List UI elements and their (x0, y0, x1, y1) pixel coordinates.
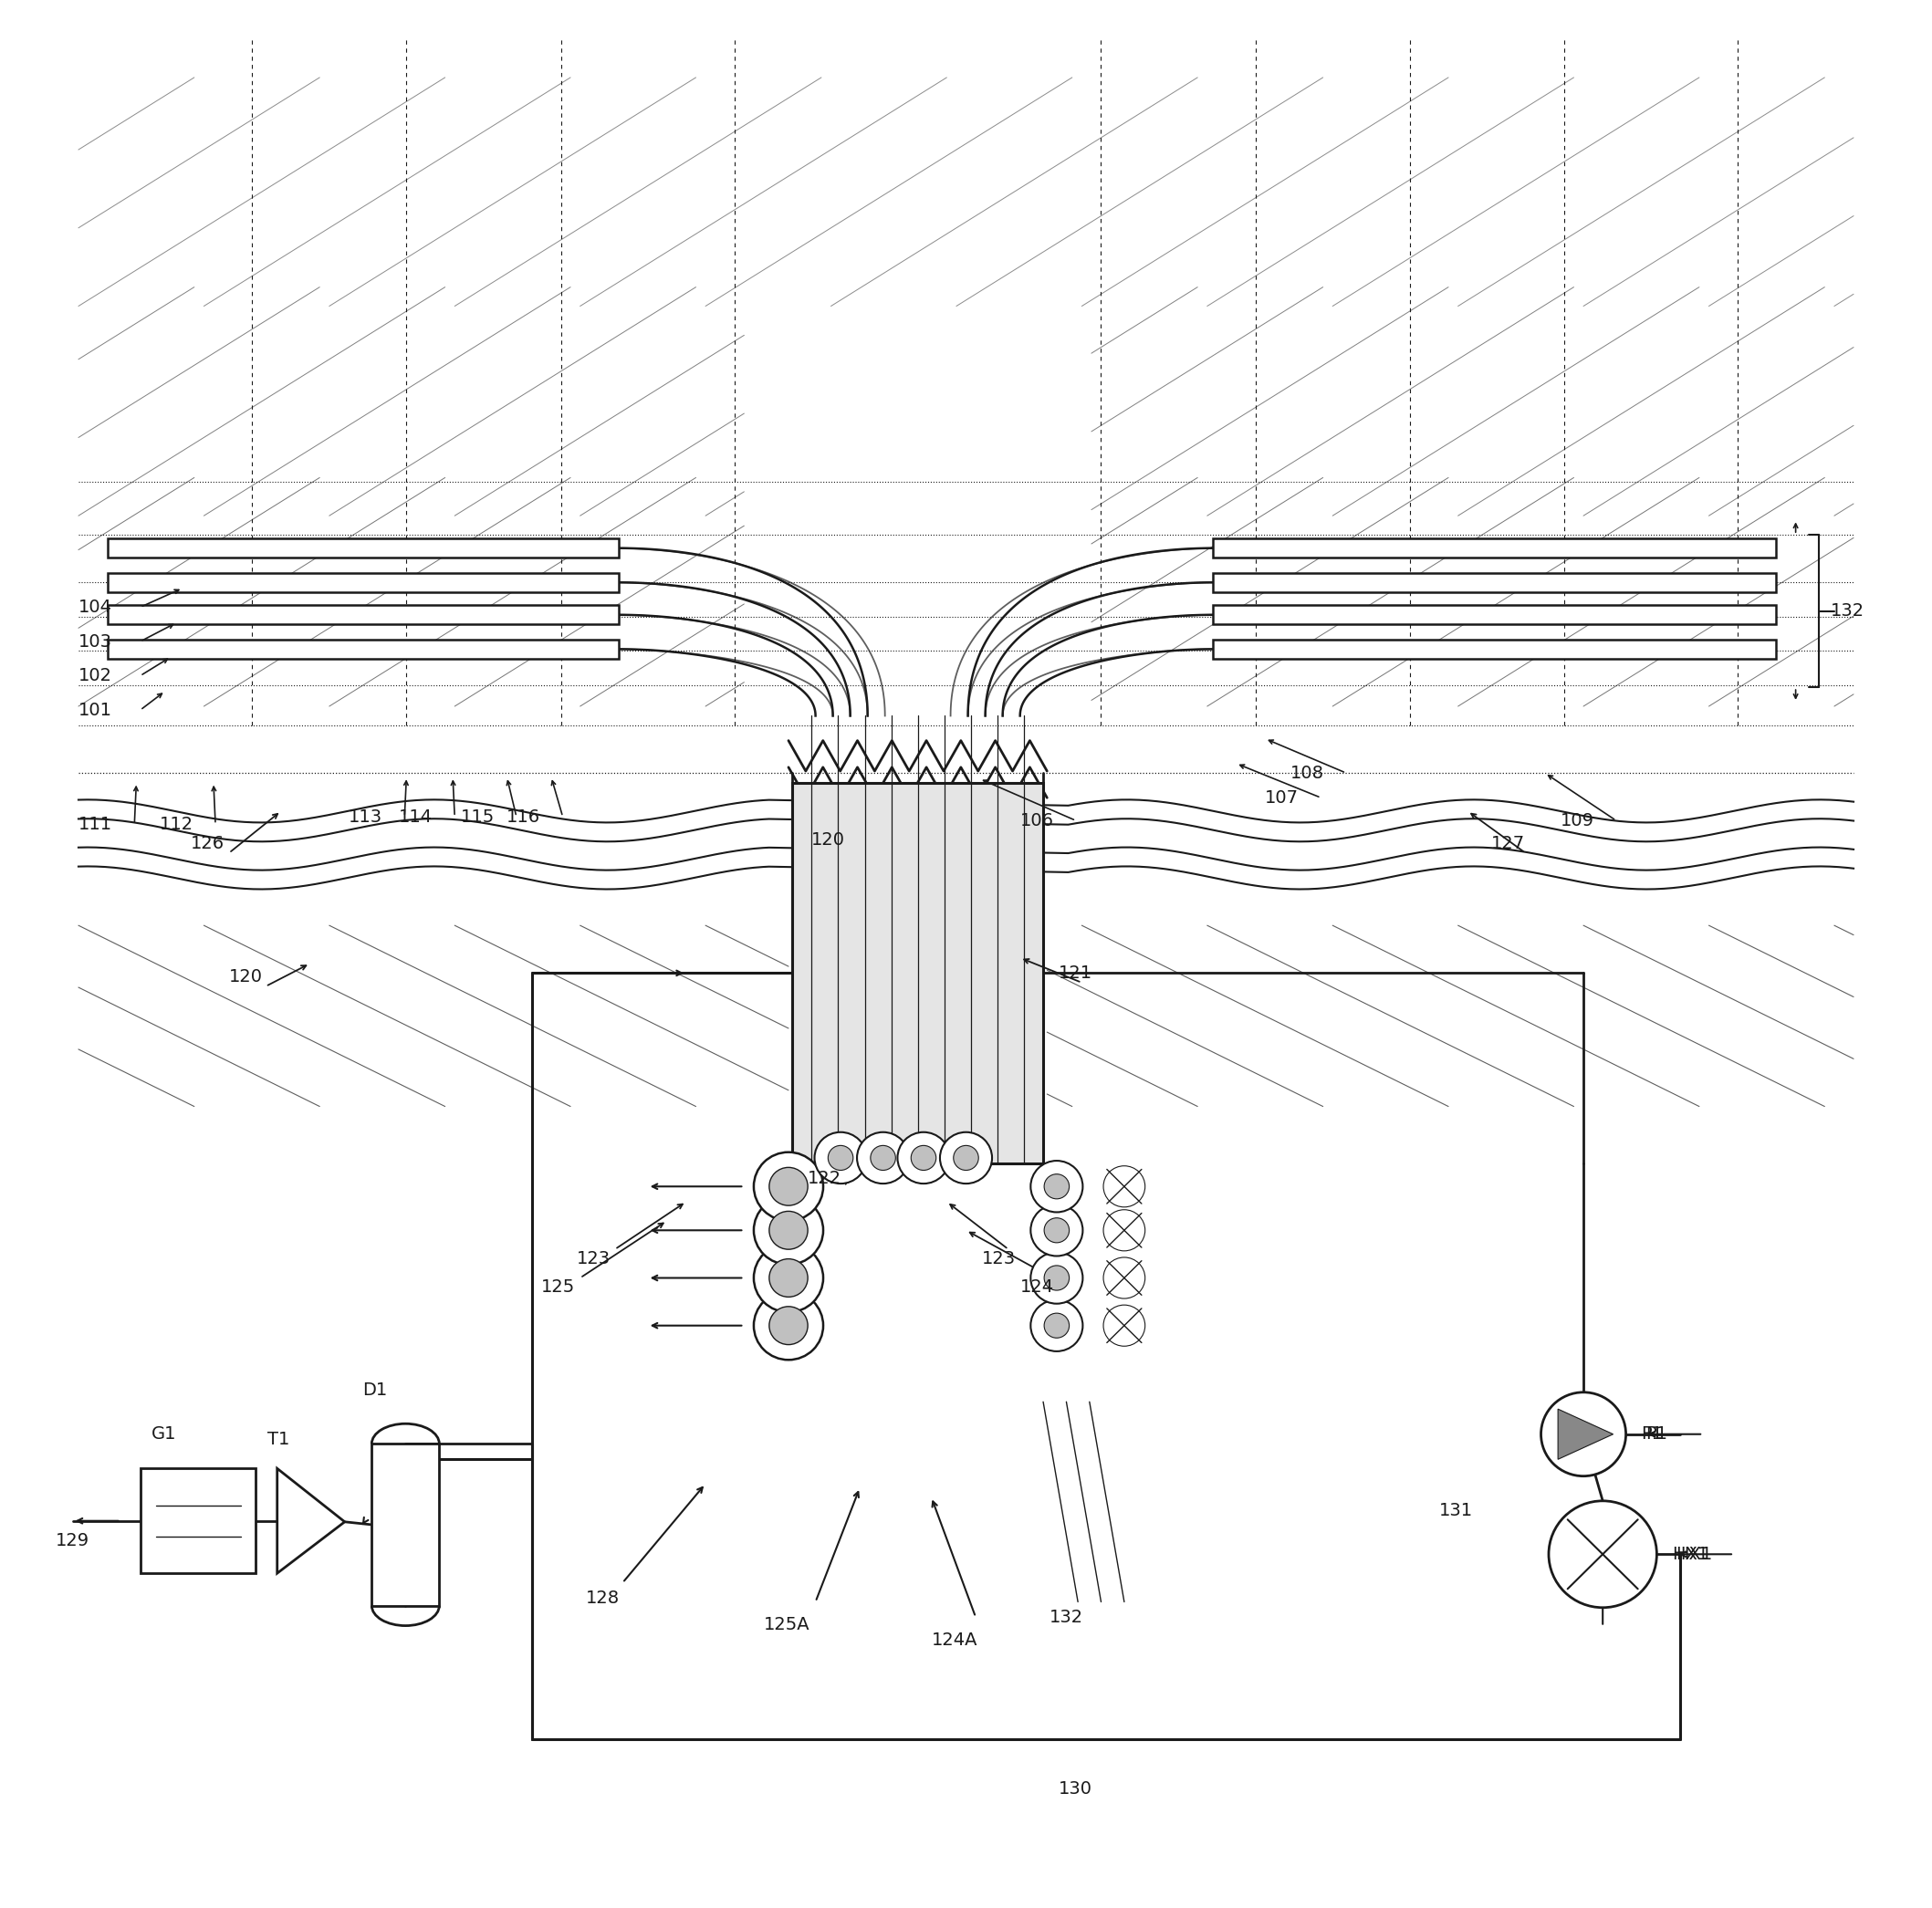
Text: 131: 131 (1439, 1502, 1472, 1519)
Circle shape (871, 1145, 896, 1170)
Text: 115: 115 (460, 809, 495, 826)
Circle shape (769, 1307, 808, 1345)
Bar (108, 572, 618, 591)
Circle shape (1030, 1252, 1082, 1303)
Text: 124A: 124A (931, 1631, 978, 1649)
Text: 102: 102 (79, 668, 112, 685)
Text: 124: 124 (1020, 1278, 1053, 1296)
Text: 103: 103 (79, 633, 112, 651)
Circle shape (1043, 1313, 1068, 1338)
Text: G1: G1 (153, 1425, 178, 1442)
Circle shape (769, 1168, 808, 1206)
Text: 127: 127 (1492, 836, 1524, 853)
Text: 101: 101 (79, 702, 112, 719)
Text: HX1: HX1 (1677, 1545, 1714, 1563)
Circle shape (753, 1152, 823, 1221)
Circle shape (769, 1259, 808, 1297)
Circle shape (912, 1145, 937, 1170)
Text: T1: T1 (267, 1431, 290, 1448)
Circle shape (1030, 1160, 1082, 1212)
Circle shape (1043, 1217, 1068, 1242)
Circle shape (1030, 1299, 1082, 1351)
Text: 130: 130 (1059, 1780, 1092, 1797)
Circle shape (1043, 1173, 1068, 1198)
Bar (1213, 538, 1776, 557)
Bar (1213, 639, 1776, 658)
Polygon shape (1557, 1408, 1613, 1460)
Text: 123: 123 (576, 1250, 611, 1267)
Bar (1213, 605, 1776, 624)
Bar (108, 639, 618, 658)
Circle shape (815, 1131, 867, 1183)
Circle shape (1030, 1204, 1082, 1255)
Text: 125: 125 (541, 1278, 576, 1296)
Text: 107: 107 (1265, 790, 1298, 807)
Text: 128: 128 (585, 1589, 620, 1607)
Text: D1: D1 (361, 1381, 386, 1399)
Text: 121: 121 (1059, 964, 1092, 983)
Text: 113: 113 (348, 809, 383, 826)
Text: 109: 109 (1561, 813, 1594, 830)
Text: P1: P1 (1646, 1425, 1667, 1442)
Text: 114: 114 (398, 809, 433, 826)
Circle shape (829, 1145, 854, 1170)
Text: 106: 106 (1020, 813, 1053, 830)
Text: 112: 112 (160, 817, 193, 834)
Text: 111: 111 (79, 817, 112, 834)
Circle shape (1542, 1393, 1627, 1477)
Text: 126: 126 (191, 836, 224, 853)
Circle shape (753, 1196, 823, 1265)
Text: P1: P1 (1642, 1425, 1663, 1442)
Bar (792, 782, 1043, 1164)
Circle shape (753, 1292, 823, 1360)
Circle shape (1549, 1502, 1658, 1608)
Bar (371, 1444, 439, 1607)
Text: 108: 108 (1291, 765, 1323, 782)
Circle shape (753, 1244, 823, 1313)
Text: 120: 120 (230, 967, 263, 986)
Text: 116: 116 (506, 809, 541, 826)
Circle shape (1043, 1265, 1068, 1290)
Circle shape (769, 1212, 808, 1250)
Circle shape (954, 1145, 978, 1170)
Text: 132: 132 (1830, 603, 1864, 620)
Bar (1213, 572, 1776, 591)
Circle shape (858, 1131, 910, 1183)
Text: 104: 104 (79, 599, 112, 616)
Polygon shape (276, 1469, 344, 1574)
Circle shape (898, 1131, 951, 1183)
Bar (108, 605, 618, 624)
Text: 125A: 125A (763, 1616, 810, 1633)
Text: 129: 129 (56, 1532, 89, 1549)
Bar (108, 538, 618, 557)
Text: HX1: HX1 (1673, 1545, 1710, 1563)
Text: 123: 123 (981, 1250, 1016, 1267)
Text: 122: 122 (808, 1170, 842, 1187)
Circle shape (941, 1131, 991, 1183)
Text: 132: 132 (1049, 1608, 1082, 1626)
Text: 120: 120 (811, 832, 846, 849)
Bar (141, 1469, 255, 1574)
